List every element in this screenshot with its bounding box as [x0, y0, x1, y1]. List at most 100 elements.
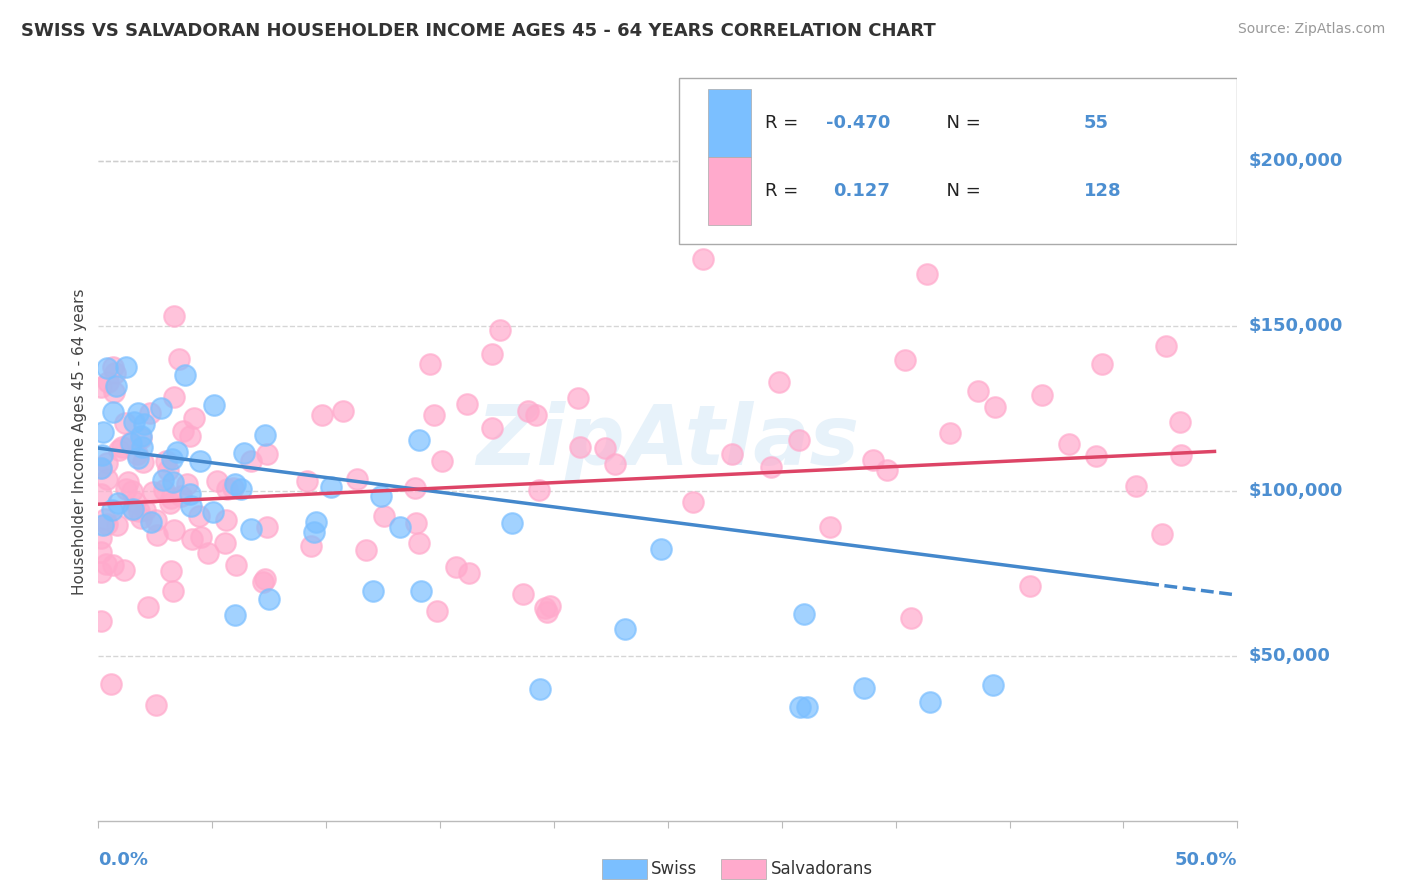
- Point: [983, 400, 1005, 414]
- Point: [569, 440, 592, 454]
- Point: [166, 445, 188, 459]
- Point: [162, 475, 184, 489]
- Point: [127, 406, 149, 420]
- Point: [160, 491, 183, 505]
- Point: [534, 601, 557, 615]
- Point: [1085, 449, 1108, 463]
- Point: [107, 496, 129, 510]
- Point: [253, 428, 276, 442]
- Point: [222, 482, 245, 496]
- Point: [131, 441, 153, 455]
- Point: [456, 397, 478, 411]
- Point: [529, 682, 551, 697]
- Point: [346, 472, 368, 486]
- Point: [426, 604, 449, 618]
- Point: [224, 607, 246, 622]
- Point: [127, 447, 149, 461]
- Point: [131, 455, 153, 469]
- Point: [187, 509, 209, 524]
- Point: [145, 698, 167, 713]
- Point: [105, 518, 128, 533]
- Point: [103, 385, 125, 400]
- Text: 0.127: 0.127: [832, 182, 890, 201]
- Point: [536, 605, 558, 619]
- Point: [129, 429, 152, 443]
- Point: [214, 535, 236, 549]
- Point: [1150, 526, 1173, 541]
- Point: [430, 454, 453, 468]
- Point: [501, 516, 523, 530]
- Point: [389, 520, 412, 534]
- Point: [120, 435, 142, 450]
- Point: [768, 375, 790, 389]
- Point: [183, 410, 205, 425]
- Point: [1091, 357, 1114, 371]
- Point: [179, 486, 201, 500]
- Point: [132, 417, 155, 431]
- Point: [156, 463, 179, 477]
- Text: 128: 128: [1084, 182, 1121, 201]
- Point: [134, 502, 156, 516]
- Point: [481, 347, 503, 361]
- Point: [605, 458, 627, 472]
- Text: R =: R =: [765, 114, 804, 132]
- Point: [121, 501, 143, 516]
- Point: [180, 500, 202, 514]
- Point: [145, 513, 167, 527]
- Point: [179, 429, 201, 443]
- Point: [162, 390, 184, 404]
- Point: [692, 252, 714, 267]
- Point: [142, 485, 165, 500]
- Point: [101, 360, 124, 375]
- Point: [159, 496, 181, 510]
- Point: [162, 583, 184, 598]
- Point: [254, 572, 277, 586]
- Point: [115, 482, 138, 496]
- Point: [91, 425, 114, 440]
- Point: [90, 487, 112, 501]
- Point: [117, 475, 139, 490]
- Point: [405, 516, 427, 531]
- Point: [153, 483, 176, 498]
- FancyBboxPatch shape: [707, 89, 751, 157]
- Text: N =: N =: [935, 182, 987, 201]
- Point: [332, 403, 354, 417]
- Point: [900, 611, 922, 625]
- Point: [162, 524, 184, 538]
- Point: [94, 558, 117, 572]
- Text: 0.0%: 0.0%: [98, 851, 149, 869]
- Point: [94, 512, 117, 526]
- Point: [538, 599, 561, 613]
- Point: [155, 453, 177, 467]
- Point: [481, 420, 503, 434]
- Point: [257, 591, 280, 606]
- Point: [370, 489, 392, 503]
- Point: [516, 403, 538, 417]
- Point: [114, 416, 136, 430]
- Point: [787, 433, 810, 447]
- Point: [163, 309, 186, 323]
- Point: [91, 518, 114, 533]
- Point: [650, 541, 672, 556]
- Point: [256, 519, 278, 533]
- Point: [100, 677, 122, 691]
- Point: [444, 560, 467, 574]
- Text: $50,000: $50,000: [1249, 647, 1330, 665]
- Point: [105, 379, 128, 393]
- Point: [176, 477, 198, 491]
- Point: [139, 515, 162, 529]
- Point: [239, 522, 262, 536]
- Point: [939, 426, 962, 441]
- Point: [967, 384, 990, 398]
- Point: [122, 502, 145, 516]
- Point: [721, 447, 744, 461]
- Point: [419, 357, 441, 371]
- Point: [124, 415, 146, 429]
- Text: 55: 55: [1084, 114, 1108, 132]
- Text: N =: N =: [935, 114, 987, 132]
- Point: [201, 504, 224, 518]
- Point: [408, 434, 430, 448]
- Point: [1125, 479, 1147, 493]
- FancyBboxPatch shape: [679, 78, 1237, 244]
- Point: [90, 380, 112, 394]
